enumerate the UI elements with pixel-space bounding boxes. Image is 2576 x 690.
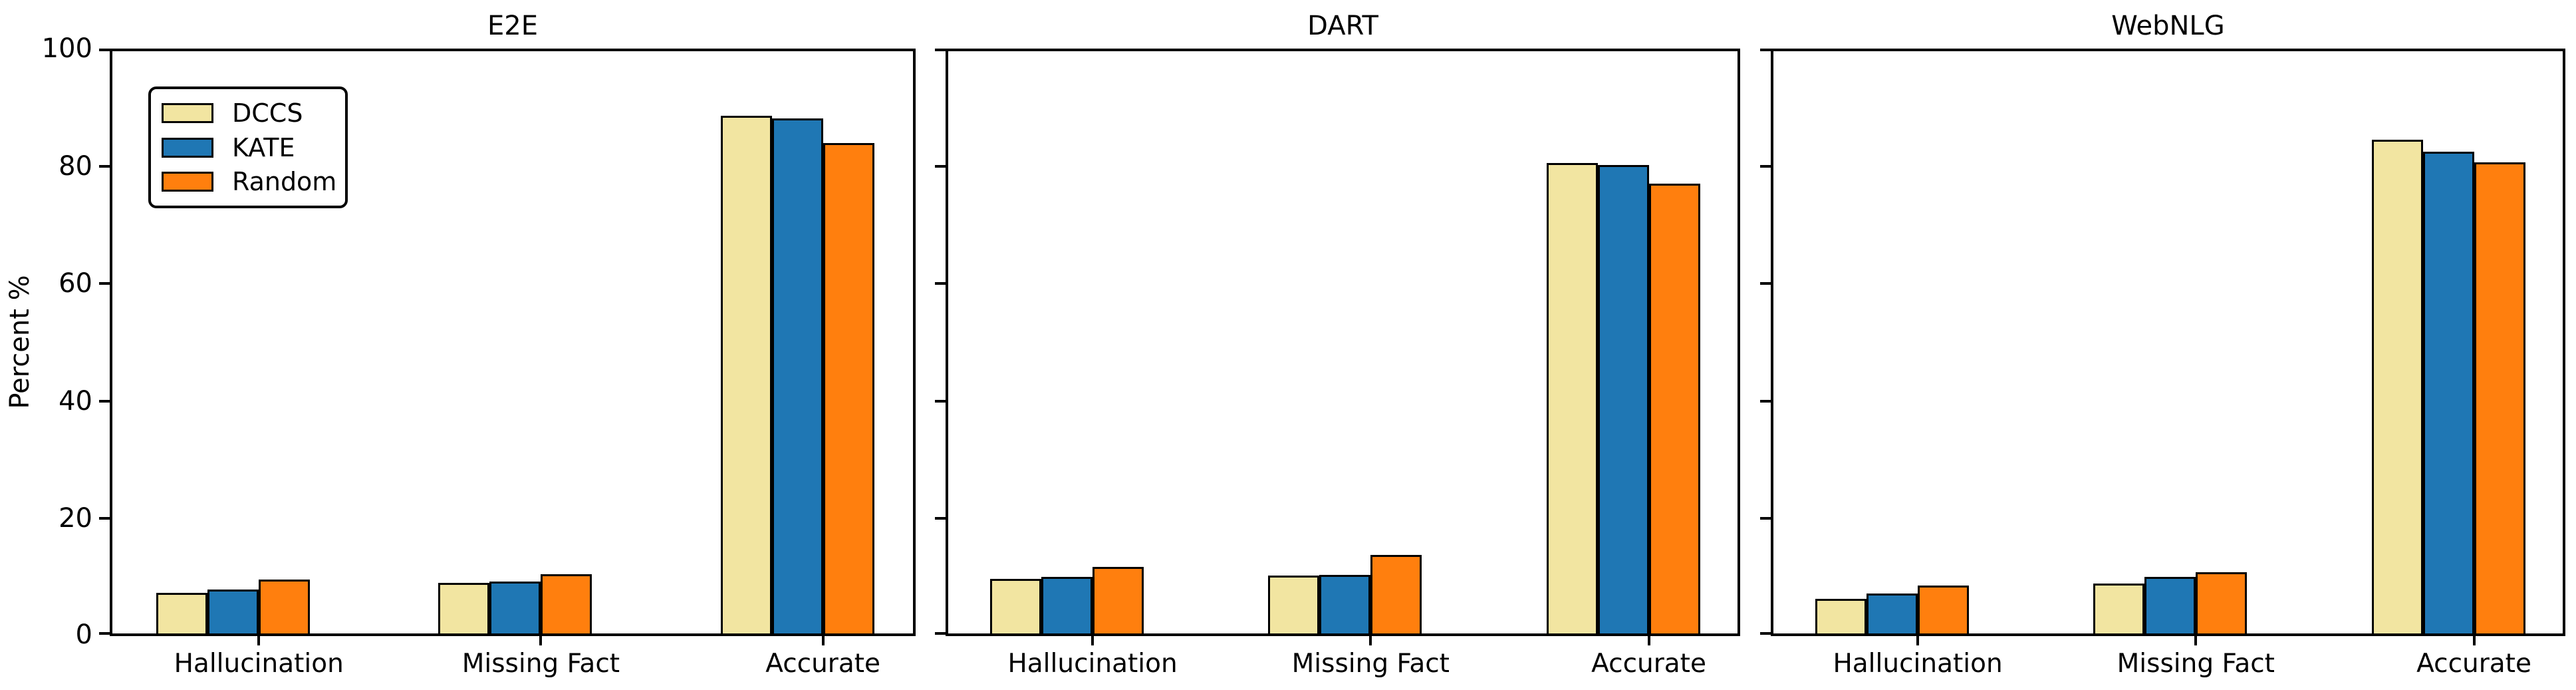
bar-kate-missing-fact: [2144, 577, 2196, 633]
y-tick-label: 20: [59, 503, 92, 534]
legend-label-random: Random: [232, 167, 337, 197]
x-tick-label: Hallucination: [174, 649, 344, 679]
y-tick: [1760, 49, 1771, 51]
x-tick: [821, 636, 825, 645]
x-tick: [257, 636, 261, 645]
y-tick: [99, 49, 110, 51]
x-tick-label: Missing Fact: [1291, 649, 1450, 679]
bar-dccs-accurate: [2371, 140, 2423, 633]
y-tick: [1760, 164, 1771, 168]
bar-random-missing-fact: [541, 574, 592, 633]
y-tick-label: 80: [59, 150, 92, 182]
bar-kate-hallucination: [1041, 577, 1093, 633]
y-tick: [935, 399, 946, 403]
y-tick-label: 40: [59, 385, 92, 417]
x-tick-label: Accurate: [765, 649, 881, 679]
y-tick: [99, 517, 110, 520]
bar-kate-accurate: [1597, 165, 1649, 633]
y-tick: [1760, 632, 1771, 635]
plot-area-dart: [948, 51, 1738, 633]
bar-kate-accurate: [2422, 152, 2474, 633]
bar-kate-hallucination: [207, 590, 259, 633]
legend-label-kate: KATE: [232, 132, 295, 162]
legend-item-dccs: DCCS: [162, 100, 345, 126]
legend-item-random: Random: [162, 168, 345, 195]
y-tick: [935, 49, 946, 51]
bar-random-accurate: [2474, 162, 2525, 633]
bar-kate-hallucination: [1867, 594, 1918, 633]
legend-label-dccs: DCCS: [232, 98, 303, 128]
bar-dccs-missing-fact: [2093, 584, 2145, 633]
y-tick-label: 60: [59, 268, 92, 299]
bar-dccs-missing-fact: [438, 583, 490, 633]
bar-dccs-hallucination: [1815, 599, 1867, 633]
y-tick: [1760, 517, 1771, 520]
bar-random-hallucination: [1093, 567, 1144, 633]
bar-dccs-hallucination: [156, 593, 208, 633]
bar-dccs-hallucination: [990, 579, 1042, 633]
y-tick: [935, 164, 946, 168]
x-tick-label: Missing Fact: [2117, 649, 2275, 679]
y-tick: [935, 632, 946, 635]
panel-title-e2e: E2E: [487, 11, 538, 41]
x-tick-label: Accurate: [2416, 649, 2531, 679]
panel-title-webnlg: WebNLG: [2111, 11, 2225, 41]
bar-random-hallucination: [1918, 586, 1970, 633]
x-tick-label: Hallucination: [1833, 649, 2003, 679]
legend: DCCS KATE Random: [148, 86, 348, 208]
bar-kate-accurate: [771, 118, 823, 633]
bar-random-hallucination: [259, 580, 311, 633]
panel-webnlg: WebNLG: [1771, 11, 2565, 636]
bar-dccs-accurate: [1546, 163, 1598, 633]
bar-dccs-accurate: [720, 116, 772, 633]
x-tick-label: Missing Fact: [461, 649, 620, 679]
y-tick: [99, 164, 110, 168]
x-tick: [1369, 636, 1372, 645]
bar-dccs-missing-fact: [1268, 576, 1320, 633]
y-tick: [935, 282, 946, 285]
bar-kate-missing-fact: [1319, 575, 1371, 633]
x-tick-label: Accurate: [1591, 649, 1706, 679]
bar-random-missing-fact: [2196, 572, 2248, 633]
panel-title-dart: DART: [1307, 11, 1378, 41]
x-tick: [1916, 636, 1920, 645]
x-tick: [539, 636, 543, 645]
y-tick: [1760, 282, 1771, 285]
y-tick: [935, 517, 946, 520]
plot-area-webnlg: [1773, 51, 2563, 633]
y-tick: [1760, 399, 1771, 403]
x-tick: [1647, 636, 1650, 645]
bar-kate-missing-fact: [489, 582, 541, 633]
bar-random-accurate: [1648, 184, 1700, 633]
y-tick: [99, 632, 110, 635]
y-tick-label: 100: [41, 33, 92, 64]
legend-item-kate: KATE: [162, 134, 345, 161]
panel-dart: DART: [946, 11, 1740, 636]
x-tick: [1091, 636, 1095, 645]
plot-area-e2e: [112, 51, 913, 633]
legend-swatch-random: [162, 172, 213, 192]
panel-e2e: E2E DCCS KATE Random: [110, 11, 916, 636]
legend-swatch-dccs: [162, 102, 213, 123]
y-tick: [99, 399, 110, 403]
legend-swatch-kate: [162, 137, 213, 158]
y-tick-label: 0: [75, 619, 92, 650]
x-tick: [2472, 636, 2476, 645]
bar-random-missing-fact: [1370, 555, 1422, 633]
bar-random-accurate: [823, 143, 874, 633]
x-tick-label: Hallucination: [1007, 649, 1178, 679]
y-tick: [99, 282, 110, 285]
x-tick: [2194, 636, 2198, 645]
